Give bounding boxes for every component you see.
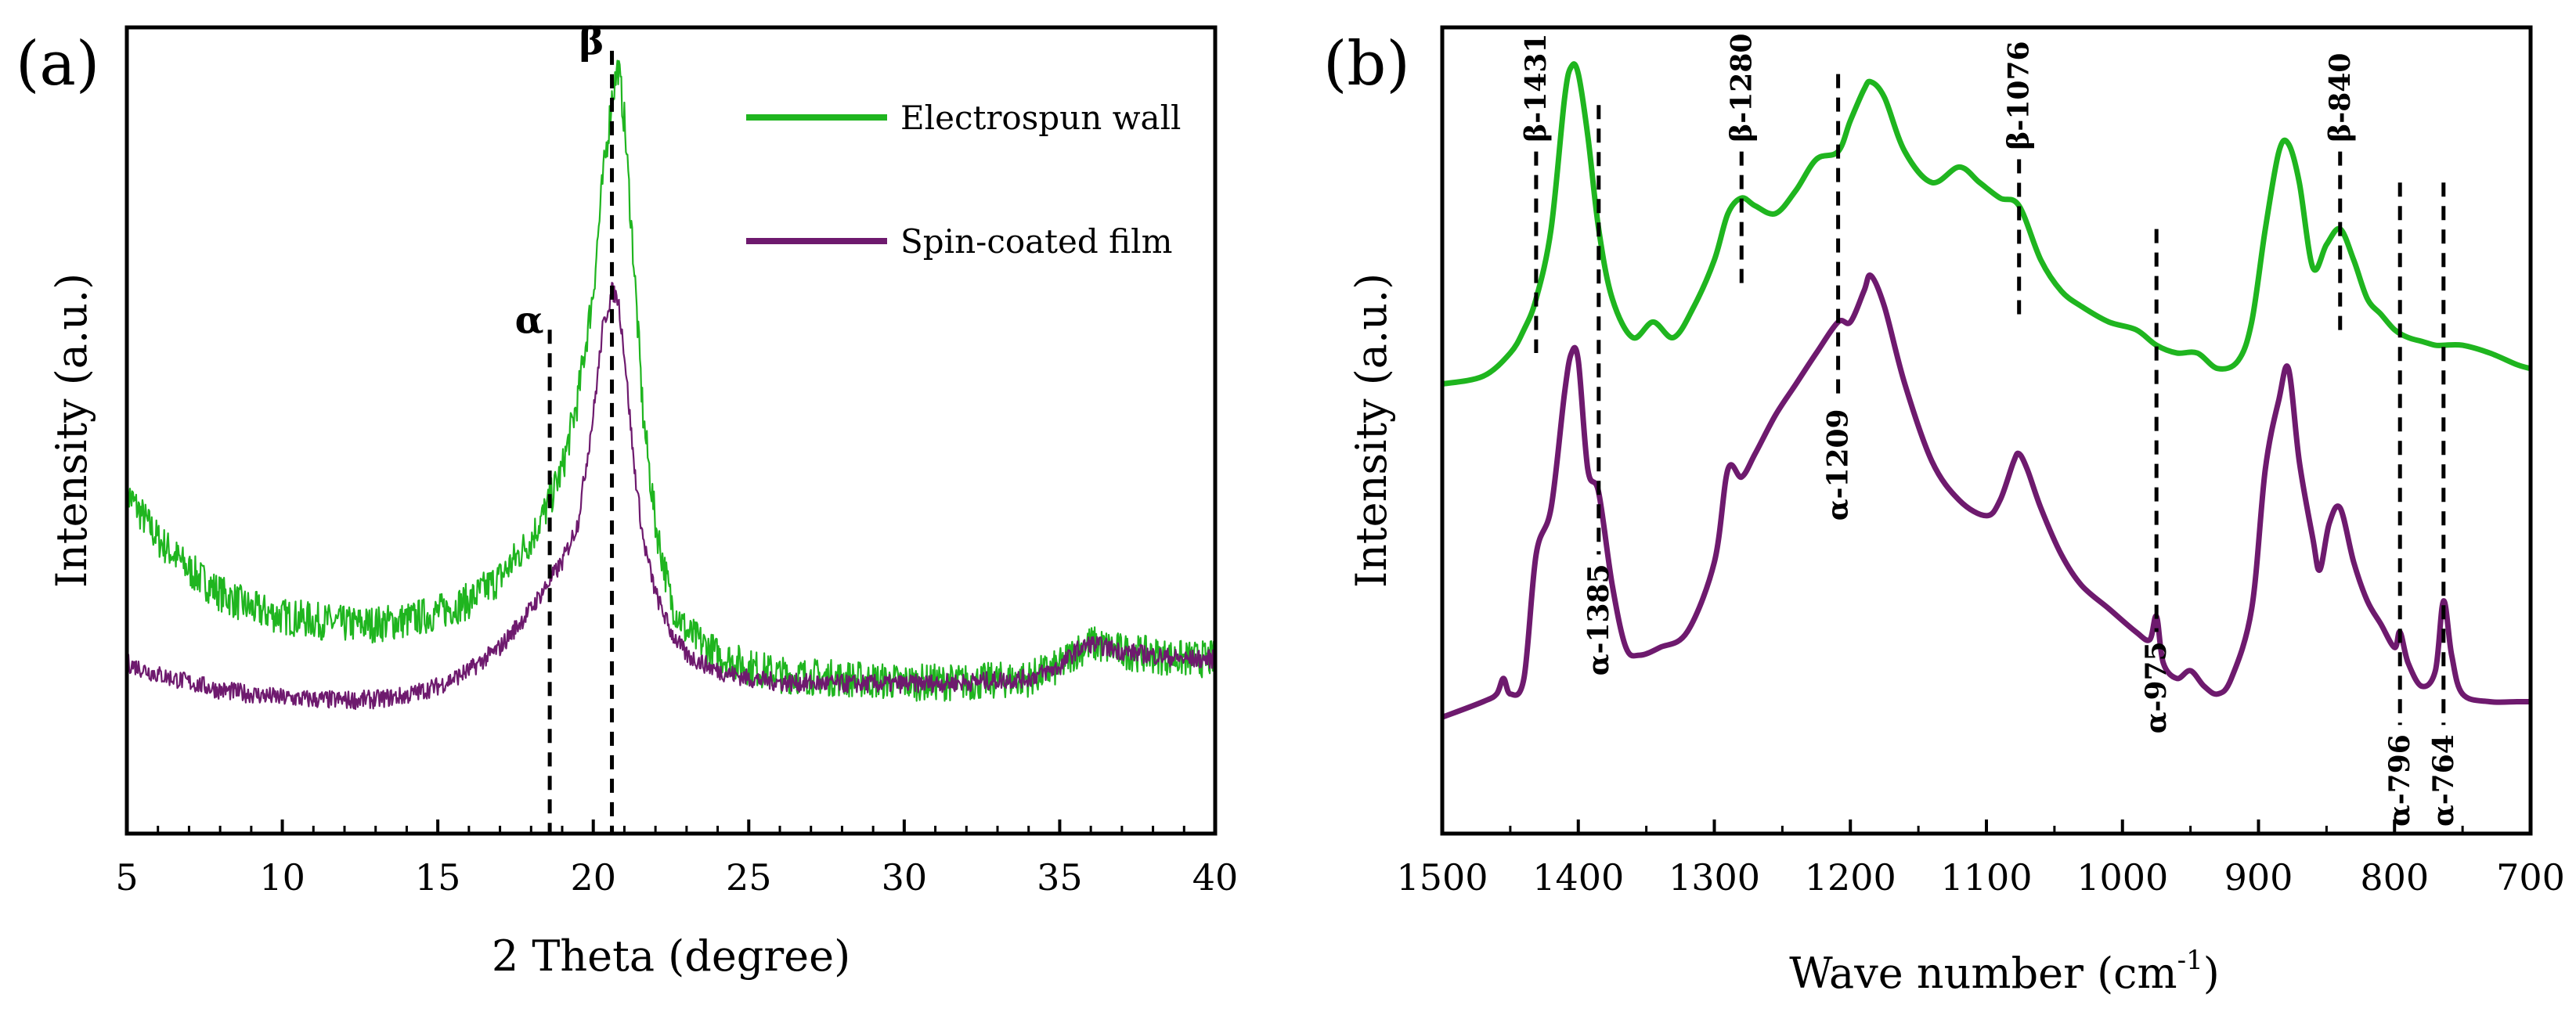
annotation-label: β-1076 [2003, 41, 2036, 149]
panel-b-x-ticks: 1500 1400 1300 1200 1100 1000 900 800 700 [1396, 819, 2565, 899]
series-line-electrospun-wall [1441, 61, 2531, 387]
panel-a-y-axis-title: Intensity (a.u.) [47, 273, 96, 588]
panel-b-plot-frame [1440, 25, 2533, 836]
x-tick-label: 1000 [2076, 856, 2168, 899]
x-tick-label: 1300 [1669, 856, 1760, 899]
panel-a-annotations: αβ [515, 20, 615, 834]
panel-b-x-axis-title: Wave number (cm-1) [1789, 945, 2220, 998]
panel-b-y-axis-title: Intensity (a.u.) [1347, 273, 1396, 588]
annotation-label: β-1431 [1520, 34, 1553, 142]
x-tick-label: 900 [2224, 856, 2293, 899]
series-line-electrospun-wall [125, 59, 1216, 702]
panel-b-ftir-chart: (b) β-1431α-1385β-1280α-1209β-1076α-975β… [1323, 25, 2565, 998]
panel-a-xrd-chart: (a) αβ 5 10 15 20 25 30 35 40 2 Theta (degree) … [16, 20, 1238, 981]
legend-label-spin-coated-film: Spin-coated film [900, 222, 1172, 261]
x-tick-label: 1500 [1396, 856, 1488, 899]
x-tick-label: 30 [882, 856, 928, 899]
x-tick-label: 1200 [1805, 856, 1896, 899]
panel-a-x-ticks: 5 10 15 20 25 30 35 40 [115, 819, 1238, 899]
series-line-spin-coated-film [125, 282, 1217, 711]
series-line-spin-coated-film [1441, 272, 2531, 720]
panel-b-annotations: β-1431 α-1385 β-1280 α-1209 β-1076 α-975 β-840… [1520, 34, 2460, 827]
annotation-label: α-796 [2383, 734, 2416, 827]
x-tick-label: 25 [726, 856, 772, 899]
panel-a-plot-frame [124, 25, 1218, 836]
annotation-label: α-1385 [1582, 564, 1615, 675]
x-tick-label: 800 [2360, 856, 2429, 899]
annotation-label: α [515, 298, 544, 342]
annotation-label: β-840 [2324, 53, 2357, 142]
annotation-label: β-1280 [1725, 34, 1758, 142]
x-tick-label: 1400 [1532, 856, 1624, 899]
x-tick-label: 700 [2496, 856, 2565, 899]
annotation-label: α-764 [2427, 734, 2460, 827]
panel-a-x-axis-title: 2 Theta (degree) [492, 931, 850, 981]
x-tick-label: 40 [1192, 856, 1239, 899]
panel-b-x-axis-title-suffix: ) [2203, 949, 2220, 998]
x-tick-label: 20 [570, 856, 616, 899]
x-tick-label: 5 [115, 856, 138, 899]
panel-b-curves [1441, 61, 2531, 720]
annotation-label: α-975 [2140, 641, 2173, 733]
panel-b-x-axis-title-main: Wave number (cm [1789, 949, 2177, 998]
panel-a-label: (a) [16, 29, 99, 99]
x-tick-label: 1100 [1940, 856, 2032, 899]
panel-a-curves [125, 59, 1217, 711]
panel-b-x-axis-title-superscript: -1 [2177, 945, 2203, 976]
annotation-label: α-1209 [1822, 409, 1855, 521]
panel-b-label: (b) [1323, 29, 1410, 99]
panel-a-legend: Electrospun wall Spin-coated film [746, 99, 1181, 261]
x-tick-label: 10 [259, 856, 305, 899]
legend-label-electrospun-wall: Electrospun wall [900, 99, 1181, 137]
x-tick-label: 35 [1037, 856, 1083, 899]
x-tick-label: 15 [415, 856, 461, 899]
